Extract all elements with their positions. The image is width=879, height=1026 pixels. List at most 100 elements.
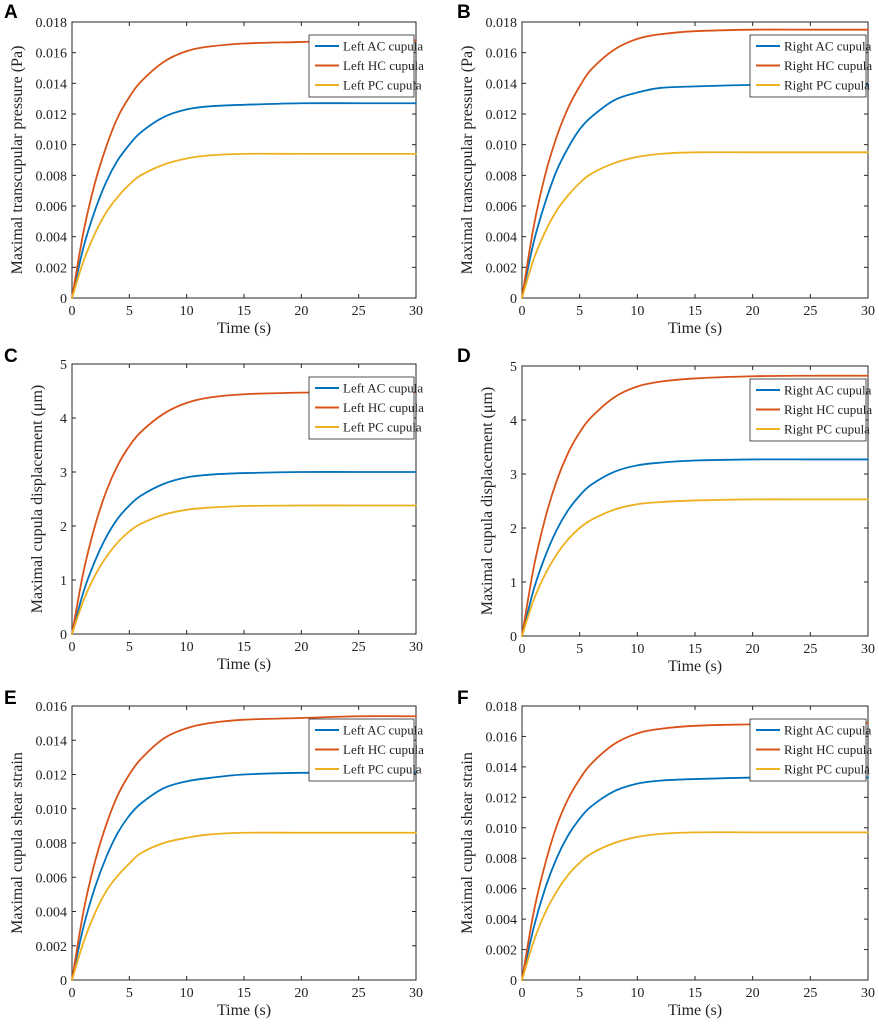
x-tick-label: 25 [803, 642, 817, 657]
x-tick-label: 10 [630, 304, 644, 319]
legend: Right AC cupula Right HC cupula Right PC c… [749, 378, 872, 442]
y-tick-label: 0.008 [36, 169, 68, 184]
y-axis-title: Maximal cupula displacement (μm) [29, 385, 46, 614]
y-tick-label: 0.012 [36, 769, 68, 784]
panel-letter: D [457, 346, 471, 367]
series-line-left-ac-cupula [71, 102, 417, 299]
panel-b: B 0 5 10 15 20 25 30 0 0.002 0.004 0.006 0.008 0.010 0… [457, 2, 875, 337]
x-tick-label: 5 [126, 986, 133, 1001]
x-tick-label: 0 [519, 304, 526, 319]
series-line-left-hc-cupula [71, 391, 417, 635]
series-line-left-pc-cupula [71, 152, 417, 299]
y-tick-label: 2 [60, 520, 67, 535]
x-tick-label: 25 [803, 986, 817, 1001]
y-axis-title: Maximal cupula shear strain [9, 752, 26, 934]
y-tick-label: 2 [510, 522, 517, 537]
legend-label: Left HC cupula [343, 58, 424, 73]
y-tick-label: 0.018 [486, 16, 518, 31]
y-tick-label: 3 [510, 468, 517, 483]
legend: Left AC cupula Left HC cupula Left PC cupu… [308, 34, 424, 98]
series-line-left-ac-cupula [71, 471, 417, 635]
y-tick-label: 0.014 [486, 77, 518, 92]
panel-c: C 0 5 10 15 20 25 30 0 1 2 3 4 5 Time (s) Maximal cupul… [4, 346, 424, 673]
series-line-right-hc-cupula [521, 28, 869, 299]
y-tick-label: 0.012 [486, 791, 518, 806]
y-tick-label: 0.008 [486, 169, 518, 184]
y-tick-label: 0.010 [36, 139, 68, 154]
series-line-left-pc-cupula [71, 504, 417, 635]
x-tick-label: 5 [126, 640, 133, 655]
y-tick-label: 0 [510, 974, 517, 989]
x-axis-title: Time (s) [668, 658, 722, 675]
y-axis-title: Maximal cupula shear strain [459, 752, 476, 934]
series-line-right-pc-cupula [521, 151, 869, 299]
y-tick-label: 0.006 [36, 200, 68, 215]
x-axis-title: Time (s) [668, 1002, 722, 1019]
legend-label: Left AC cupula [343, 39, 423, 54]
x-tick-label: 30 [409, 640, 423, 655]
y-tick-label: 0.018 [486, 700, 518, 715]
y-tick-label: 1 [60, 574, 67, 589]
y-tick-label: 0.016 [36, 47, 68, 62]
y-tick-label: 0.008 [36, 837, 68, 852]
x-tick-label: 0 [69, 640, 76, 655]
x-tick-label: 0 [519, 986, 526, 1001]
legend-label: Right PC cupula [784, 762, 870, 777]
panel-letter: A [4, 2, 18, 23]
series-line-right-ac-cupula [521, 776, 869, 981]
y-tick-label: 0.002 [486, 261, 518, 276]
x-tick-label: 30 [409, 986, 423, 1001]
series-line-left-pc-cupula [71, 831, 417, 981]
panel-letter: C [4, 346, 18, 367]
series-line-right-ac-cupula [521, 83, 869, 299]
x-tick-label: 10 [180, 304, 194, 319]
y-tick-label: 0 [60, 292, 67, 307]
y-tick-label: 0.004 [486, 913, 518, 928]
legend-label: Right AC cupula [784, 723, 872, 738]
y-tick-label: 0 [510, 292, 517, 307]
y-axis-title: Maximal transcupular pressure (Pa) [459, 46, 476, 275]
y-tick-label: 0.002 [36, 261, 68, 276]
x-tick-label: 20 [746, 642, 760, 657]
legend-label: Left AC cupula [343, 381, 423, 396]
y-tick-label: 1 [510, 576, 517, 591]
y-tick-label: 0.016 [486, 730, 518, 745]
series-line-left-ac-cupula [71, 771, 417, 981]
y-tick-label: 0.014 [486, 761, 518, 776]
legend-label: Left AC cupula [343, 723, 423, 738]
x-tick-label: 15 [237, 304, 251, 319]
y-tick-label: 0.002 [486, 944, 518, 959]
y-tick-label: 0.004 [36, 906, 68, 921]
legend-label: Right PC cupula [784, 422, 870, 437]
y-tick-label: 0.012 [36, 108, 68, 123]
y-tick-label: 0.010 [486, 822, 518, 837]
y-tick-label: 0.018 [36, 16, 68, 31]
legend: Left AC cupula Left HC cupula Left PC cupu… [308, 718, 424, 782]
y-tick-label: 4 [60, 412, 67, 427]
series-line-right-hc-cupula [521, 374, 869, 637]
legend-label: Right AC cupula [784, 383, 872, 398]
legend-label: Right HC cupula [784, 742, 872, 757]
y-tick-label: 0.006 [36, 871, 68, 886]
y-axis-title: Maximal cupula displacement (μm) [479, 387, 496, 616]
y-tick-label: 0.004 [36, 231, 68, 246]
x-tick-label: 10 [180, 986, 194, 1001]
legend-label: Right HC cupula [784, 402, 872, 417]
y-axis-title: Maximal transcupular pressure (Pa) [9, 46, 26, 275]
x-tick-label: 30 [409, 304, 423, 319]
x-tick-label: 30 [861, 986, 875, 1001]
y-tick-label: 5 [510, 360, 517, 375]
y-tick-label: 0.014 [36, 734, 68, 749]
x-tick-label: 10 [630, 642, 644, 657]
legend-label: Left PC cupula [343, 420, 422, 435]
x-tick-label: 10 [630, 986, 644, 1001]
series-line-right-pc-cupula [521, 831, 869, 981]
y-tick-label: 0.002 [36, 940, 68, 955]
x-tick-label: 20 [294, 986, 308, 1001]
x-tick-label: 5 [576, 986, 583, 1001]
series-line-right-pc-cupula [521, 498, 869, 637]
y-tick-label: 0.016 [486, 47, 518, 62]
x-tick-label: 15 [688, 642, 702, 657]
y-tick-label: 0.010 [486, 139, 518, 154]
